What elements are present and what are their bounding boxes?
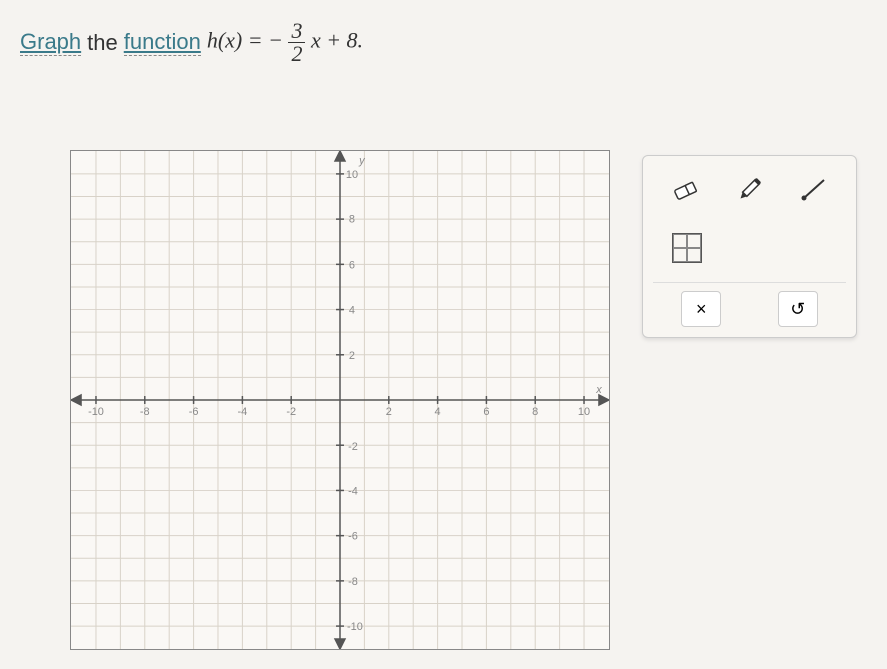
close-icon: ×	[696, 299, 707, 320]
svg-text:-6: -6	[348, 530, 358, 542]
undo-icon: ↺	[790, 299, 805, 320]
line-tool[interactable]	[792, 168, 836, 212]
question-text: Graph the function h(x) = − 3 2 x + 8.	[20, 20, 363, 65]
svg-text:10: 10	[346, 169, 358, 181]
pencil-tool[interactable]	[727, 168, 771, 212]
svg-text:6: 6	[483, 406, 489, 418]
clear-button[interactable]: ×	[681, 291, 721, 327]
line-icon	[798, 176, 830, 204]
math-expression: h(x) = − 3 2 x + 8.	[207, 20, 363, 65]
pencil-icon	[733, 176, 765, 204]
svg-text:-8: -8	[348, 576, 358, 588]
svg-text:4: 4	[435, 406, 441, 418]
undo-button[interactable]: ↺	[778, 291, 818, 327]
graph-svg: -10 -8 -6 -4 -2 2 4 6 8 10 10 8 6 4 2 -2…	[71, 151, 609, 649]
eraser-tool[interactable]	[663, 168, 707, 212]
link-graph[interactable]: Graph	[20, 29, 81, 56]
svg-text:2: 2	[349, 350, 355, 362]
svg-text:6: 6	[349, 260, 355, 272]
eraser-icon	[669, 178, 701, 202]
svg-text:-4: -4	[348, 486, 358, 498]
grid-icon	[672, 233, 702, 263]
drawing-toolbar: × ↺	[642, 155, 857, 338]
action-row: × ↺	[653, 282, 846, 327]
svg-text:x: x	[595, 384, 602, 396]
fraction: 3 2	[288, 20, 305, 65]
svg-text:2: 2	[386, 406, 392, 418]
grid-tool[interactable]	[665, 226, 709, 270]
svg-text:8: 8	[349, 214, 355, 226]
svg-text:-2: -2	[286, 406, 296, 418]
svg-text:y: y	[358, 155, 366, 167]
tool-row-1	[653, 166, 846, 214]
svg-text:-4: -4	[238, 406, 248, 418]
svg-text:-6: -6	[189, 406, 199, 418]
tool-row-2	[653, 224, 846, 272]
svg-text:-8: -8	[140, 406, 150, 418]
svg-text:8: 8	[532, 406, 538, 418]
svg-text:-2: -2	[348, 441, 358, 453]
link-function[interactable]: function	[124, 29, 201, 56]
svg-text:4: 4	[349, 304, 355, 316]
svg-text:-10: -10	[347, 621, 363, 633]
word-the: the	[87, 30, 118, 56]
svg-text:-10: -10	[88, 406, 104, 418]
svg-text:10: 10	[578, 406, 590, 418]
coordinate-graph[interactable]: -10 -8 -6 -4 -2 2 4 6 8 10 10 8 6 4 2 -2…	[70, 150, 610, 650]
